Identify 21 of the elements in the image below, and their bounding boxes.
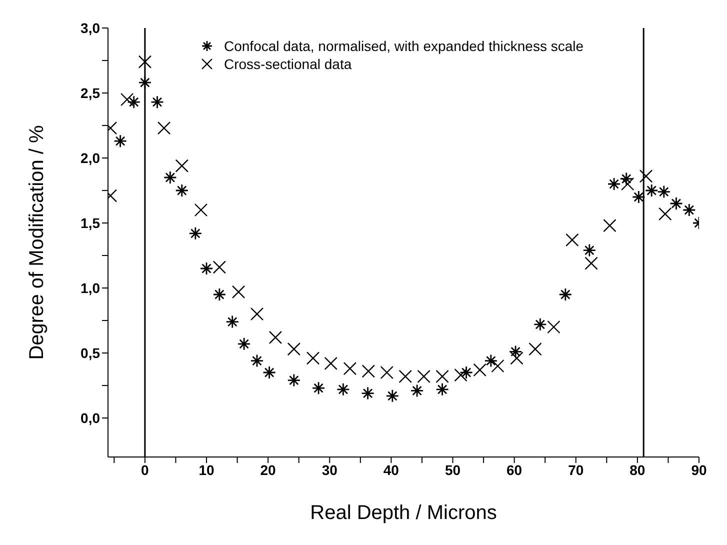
y-tick-label: 0,5 xyxy=(80,344,100,361)
x-tick-label: 50 xyxy=(444,462,461,478)
x-axis-title: Real Depth / Microns xyxy=(310,502,497,524)
y-tick-label: 2,5 xyxy=(80,84,100,101)
x-tick-label: 10 xyxy=(198,462,214,478)
y-tick-label: 2,0 xyxy=(80,150,100,166)
legend-label: Confocal data, normalised, with expanded thickness scale xyxy=(224,38,584,54)
x-tick-label: 80 xyxy=(630,462,646,478)
y-tick-label: 3,0 xyxy=(80,20,100,36)
x-tick-label: 70 xyxy=(568,462,584,478)
x-tick-label: 30 xyxy=(322,462,338,478)
legend-label: Cross-sectional data xyxy=(224,56,352,72)
y-tick-label: 1,5 xyxy=(80,214,100,231)
x-tick-label: 40 xyxy=(383,462,400,478)
y-axis-title: Degree of Modification / % xyxy=(26,125,48,360)
y-tick-label: 0,0 xyxy=(80,410,100,426)
x-tick-label: 60 xyxy=(506,462,522,478)
x-tick-label: 20 xyxy=(260,462,276,478)
x-tick-label: 90 xyxy=(691,462,707,478)
y-tick-label: 1,0 xyxy=(80,280,100,296)
x-tick-label: 0 xyxy=(141,462,150,478)
